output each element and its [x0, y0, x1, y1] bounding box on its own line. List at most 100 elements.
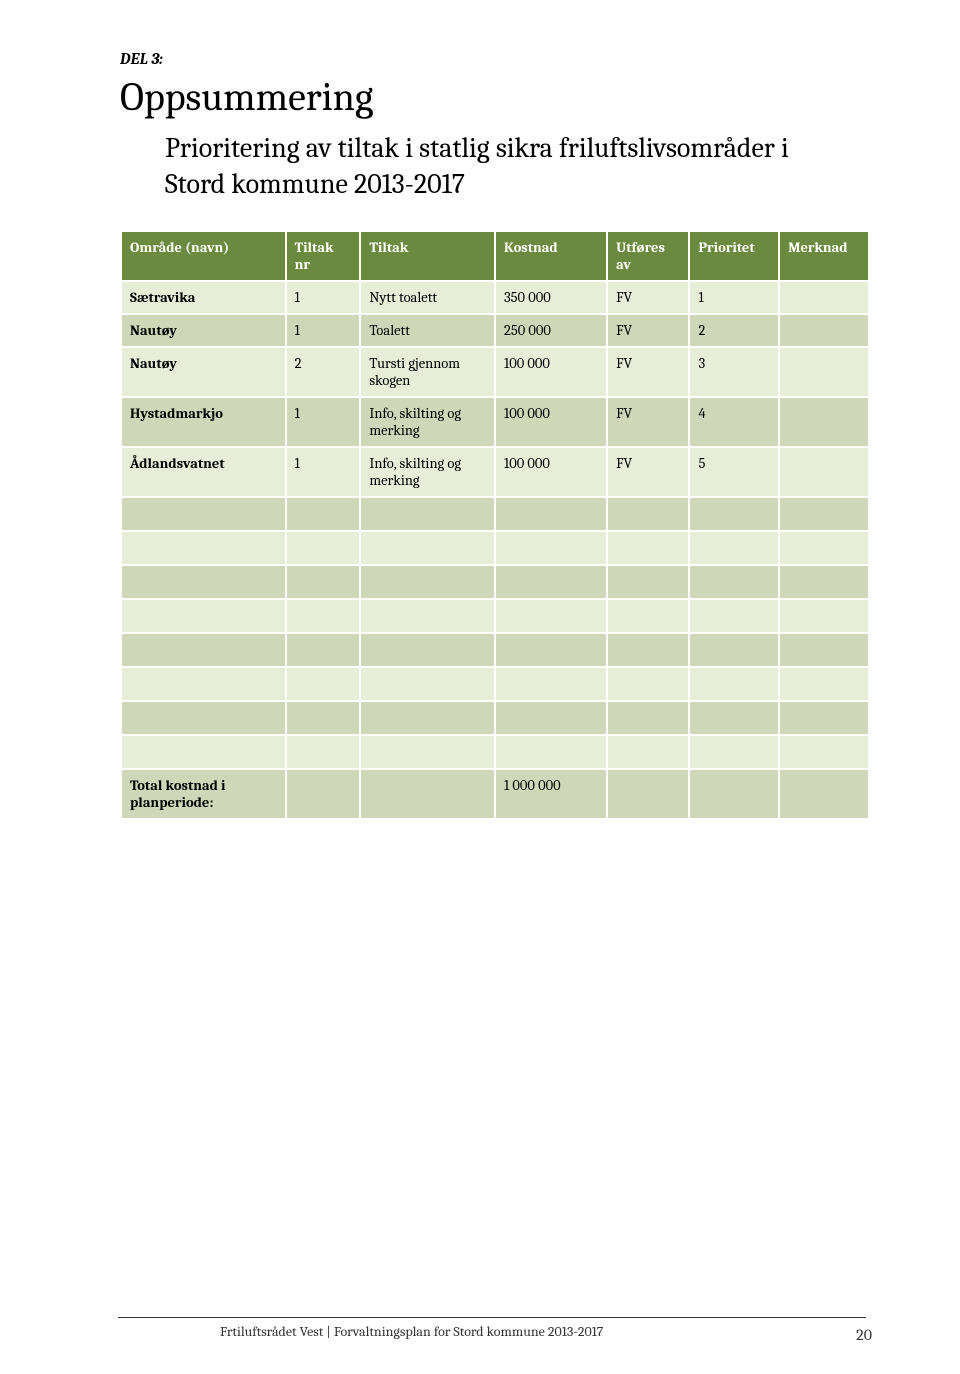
table-cell: FV: [607, 281, 689, 314]
table-cell: Nautøy: [121, 314, 286, 347]
table-cell: [689, 531, 779, 565]
table-cell: Ådlandsvatnet: [121, 447, 286, 497]
table-cell: [779, 667, 869, 701]
table-cell: 1: [286, 281, 361, 314]
table-cell: [779, 397, 869, 447]
table-cell: 5: [689, 447, 779, 497]
table-cell: [121, 667, 286, 701]
table-cell: [360, 667, 495, 701]
table-cell: Nautøy: [121, 347, 286, 397]
table-cell: [286, 633, 361, 667]
table-cell: 1: [689, 281, 779, 314]
table-cell: 3: [689, 347, 779, 397]
col-utfores: Utføres av: [607, 231, 689, 281]
col-kostnad: Kostnad: [495, 231, 607, 281]
table-row: [121, 667, 869, 701]
footer-text: Frtiluftsrådet Vest | Forvaltningsplan f…: [220, 1323, 603, 1340]
table-cell: 1: [286, 314, 361, 347]
subtitle-line-1: Prioritering av tiltak i statlig sikra f…: [165, 132, 870, 164]
table-cell: Toalett: [360, 314, 495, 347]
table-cell: [607, 769, 689, 819]
table-cell: [607, 565, 689, 599]
table-cell: [286, 735, 361, 769]
table-cell: [607, 497, 689, 531]
table-cell: [360, 565, 495, 599]
page-title: Oppsummering: [120, 74, 870, 120]
table-row: [121, 735, 869, 769]
col-tiltak: Tiltak: [360, 231, 495, 281]
table-cell: Sætravika: [121, 281, 286, 314]
footer-divider: [118, 1317, 866, 1318]
table-cell: 350 000: [495, 281, 607, 314]
table-cell: [286, 497, 361, 531]
table-cell: Info, skilting og merking: [360, 447, 495, 497]
table-cell: 100 000: [495, 397, 607, 447]
table-cell: [360, 701, 495, 735]
table-cell: [779, 769, 869, 819]
table-cell: 100 000: [495, 447, 607, 497]
table-cell: [121, 531, 286, 565]
table-cell: [689, 667, 779, 701]
table-cell: 100 000: [495, 347, 607, 397]
table-cell: Total kostnad i planperiode:: [121, 769, 286, 819]
table-cell: [779, 447, 869, 497]
table-cell: [495, 667, 607, 701]
table-row: [121, 497, 869, 531]
table-cell: [779, 531, 869, 565]
table-cell: 1: [286, 397, 361, 447]
table-cell: Nytt toalett: [360, 281, 495, 314]
table-cell: [779, 347, 869, 397]
table-cell: [689, 735, 779, 769]
table-head: Område (navn) Tiltak nr Tiltak Kostnad U…: [121, 231, 869, 281]
table-cell: Info, skilting og merking: [360, 397, 495, 447]
table-cell: [495, 531, 607, 565]
table-body: Sætravika1Nytt toalett350 000FV1Nautøy1T…: [121, 281, 869, 819]
table-cell: [495, 633, 607, 667]
table-cell: [607, 531, 689, 565]
table-row: Hystadmarkjo1Info, skilting og merking10…: [121, 397, 869, 447]
table-cell: [286, 531, 361, 565]
table-cell: [286, 565, 361, 599]
table-row: [121, 633, 869, 667]
table-cell: [779, 701, 869, 735]
table-cell: FV: [607, 447, 689, 497]
table-cell: [607, 599, 689, 633]
table-cell: [121, 633, 286, 667]
table-row: Nautøy1Toalett250 000FV2: [121, 314, 869, 347]
table-cell: [689, 565, 779, 599]
col-tiltak-nr: Tiltak nr: [286, 231, 361, 281]
table-cell: 4: [689, 397, 779, 447]
subtitle-line-2: Stord kommune 2013-2017: [165, 168, 870, 200]
table-cell: [121, 497, 286, 531]
table-cell: [607, 735, 689, 769]
table-cell: [495, 735, 607, 769]
table-cell: [689, 633, 779, 667]
table-row: Sætravika1Nytt toalett350 000FV1: [121, 281, 869, 314]
table-row: [121, 599, 869, 633]
section-label: DEL 3:: [120, 50, 870, 68]
table-row: [121, 531, 869, 565]
col-prioritet: Prioritet: [689, 231, 779, 281]
table-cell: [495, 599, 607, 633]
table-cell: [121, 735, 286, 769]
table-cell: [360, 599, 495, 633]
table-row: Nautøy2Tursti gjennom skogen100 000FV3: [121, 347, 869, 397]
table-cell: [779, 735, 869, 769]
table-cell: [495, 701, 607, 735]
table-cell: 2: [689, 314, 779, 347]
table-cell: [779, 565, 869, 599]
table-cell: [360, 735, 495, 769]
table-cell: [495, 565, 607, 599]
page-number: 20: [856, 1326, 872, 1344]
table-cell: [689, 599, 779, 633]
table-cell: Tursti gjennom skogen: [360, 347, 495, 397]
table-cell: [121, 701, 286, 735]
table-cell: [360, 531, 495, 565]
table-cell: FV: [607, 314, 689, 347]
table-cell: [689, 497, 779, 531]
table-cell: [689, 769, 779, 819]
table-cell: 1 000 000: [495, 769, 607, 819]
table-cell: [360, 769, 495, 819]
table-row: [121, 565, 869, 599]
table-cell: FV: [607, 347, 689, 397]
